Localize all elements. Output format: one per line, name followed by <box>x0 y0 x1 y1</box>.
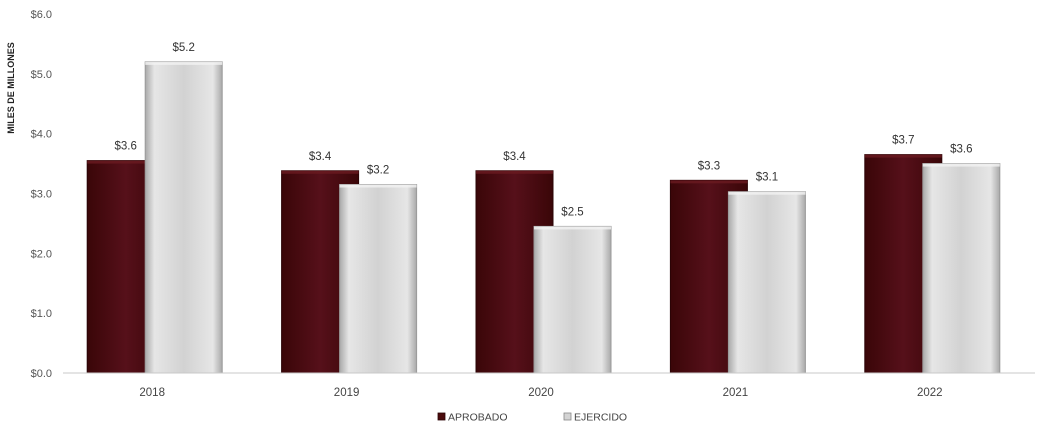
bar-ejercido-2022 <box>922 163 1001 374</box>
data-label: $3.2 <box>367 165 389 177</box>
x-tick-label: 2021 <box>723 387 749 399</box>
y-tick-label: $1.0 <box>31 308 52 320</box>
legend-swatch-ejercido <box>563 412 572 421</box>
bars: $3.6 $5.2 $3.4 $3.2 $3.4 $2.5 $3.3 $3.1 $3.7 $3.6 <box>86 42 1001 374</box>
data-label: $3.7 <box>892 135 914 147</box>
bar-top-bevel <box>864 154 942 158</box>
data-label: $3.4 <box>309 151 332 163</box>
y-tick-label: $0.0 <box>31 368 52 380</box>
x-tick-label: 2020 <box>528 387 554 399</box>
data-label: $2.5 <box>561 206 583 218</box>
x-axis: 2018 2019 2020 2021 2022 <box>63 372 1035 399</box>
data-label: $3.6 <box>950 144 972 156</box>
data-label: $5.2 <box>173 42 195 54</box>
legend-label-aprobado: APROBADO <box>448 412 508 424</box>
legend: APROBADO EJERCIDO <box>437 412 627 424</box>
y-axis: $0.0 $1.0 $2.0 $3.0 $4.0 $5.0 $6.0 <box>31 9 52 380</box>
y-tick-label: $2.0 <box>31 248 52 260</box>
bar-ejercido-2019 <box>339 184 418 374</box>
bar-top-bevel <box>281 170 359 174</box>
data-label: $3.6 <box>115 141 137 153</box>
bar-top-bevel <box>922 163 1000 167</box>
y-tick-label: $6.0 <box>31 9 52 21</box>
bar-top-bevel <box>476 170 553 174</box>
bar-top-bevel <box>145 61 223 65</box>
bar-top-bevel <box>87 160 165 164</box>
y-tick-label: $5.0 <box>31 69 52 81</box>
y-tick-label: $3.0 <box>31 189 52 201</box>
y-tick-label: $4.0 <box>31 129 52 141</box>
x-tick-label: 2022 <box>917 387 943 399</box>
data-label: $3.1 <box>756 172 778 184</box>
data-label: $3.4 <box>503 151 526 163</box>
x-tick-label: 2018 <box>139 387 165 399</box>
bar-top-bevel <box>339 184 417 188</box>
bar-top-bevel <box>728 191 806 195</box>
bar-top-bevel <box>670 180 748 184</box>
bar-ejercido-2018 <box>144 61 223 374</box>
bar-ejercido-2021 <box>727 191 806 374</box>
bar-top-bevel <box>534 226 611 230</box>
bar-ejercido-2020 <box>533 225 612 374</box>
legend-swatch-aprobado <box>437 412 446 421</box>
legend-label-ejercido: EJERCIDO <box>574 412 627 424</box>
y-axis-title: MILES DE MILLONES <box>6 42 16 134</box>
data-label: $3.3 <box>698 160 720 172</box>
x-tick-label: 2019 <box>334 387 360 399</box>
